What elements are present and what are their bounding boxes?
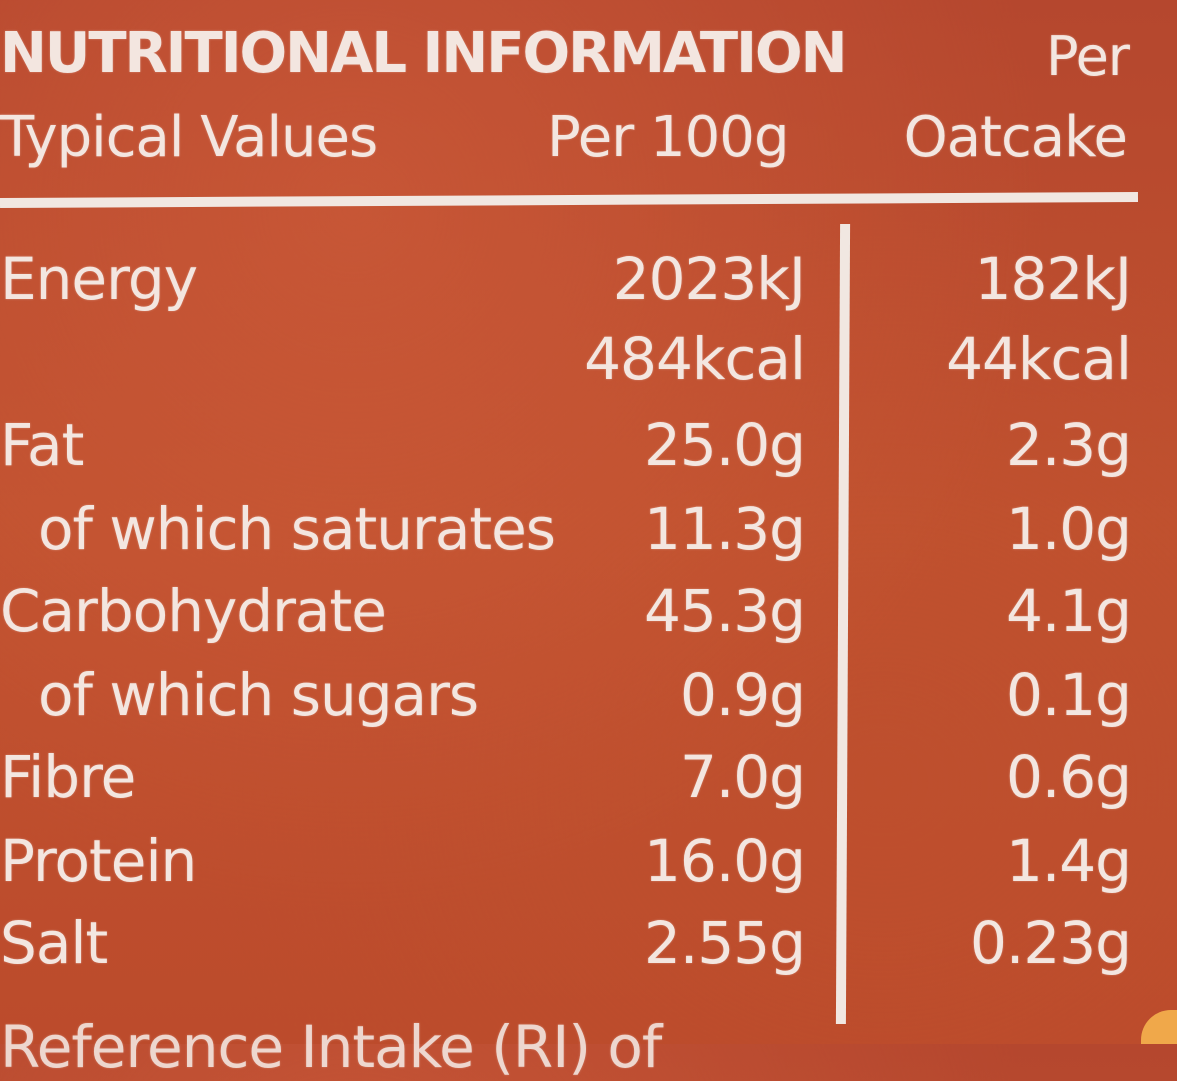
value-peroatcake-carbohydrate: 4.1g	[1005, 577, 1132, 645]
row-label-carbohydrate: Carbohydrate	[0, 577, 387, 645]
value-per100-protein: 16.0g	[644, 827, 806, 895]
column-header-per-100g: Per 100g	[547, 105, 789, 170]
value-peroatcake-salt: 0.23g	[970, 909, 1132, 977]
column-header-oatcake: Oatcake	[903, 105, 1128, 170]
column-divider	[835, 223, 851, 1025]
row-label-salt: Salt	[0, 909, 108, 977]
row-label-fat: Fat	[0, 411, 84, 479]
footer-partial-text: Reference Intake (RI) of	[0, 1013, 662, 1081]
value-per100-salt: 2.55g	[644, 909, 806, 977]
orange-corner-shape	[1141, 1010, 1177, 1044]
row-label-saturates: of which saturates	[38, 495, 556, 563]
value-per100-fibre: 7.0g	[679, 743, 806, 811]
table-title: NUTRITIONAL INFORMATION	[0, 21, 847, 86]
value-peroatcake-energy-kj: 182kJ	[974, 245, 1132, 313]
value-peroatcake-fat: 2.3g	[1005, 411, 1132, 479]
row-label-sugars: of which sugars	[38, 661, 479, 729]
value-per100-fat: 25.0g	[644, 411, 806, 479]
value-peroatcake-protein: 1.4g	[1005, 827, 1132, 895]
value-peroatcake-energy-kcal: 44kcal	[946, 325, 1132, 393]
value-per100-sugars: 0.9g	[679, 661, 806, 729]
row-label-protein: Protein	[0, 827, 197, 895]
row-label-fibre: Fibre	[0, 743, 136, 811]
value-per100-carbohydrate: 45.3g	[644, 577, 806, 645]
header-divider	[0, 192, 1139, 208]
value-per100-energy-kj: 2023kJ	[612, 245, 806, 313]
value-peroatcake-fibre: 0.6g	[1005, 743, 1132, 811]
value-peroatcake-sugars: 0.1g	[1005, 661, 1132, 729]
value-peroatcake-saturates: 1.0g	[1005, 495, 1132, 563]
value-per100-energy-kcal: 484kcal	[584, 325, 806, 393]
column-header-per: Per	[1045, 25, 1130, 88]
column-header-typical-values: Typical Values	[0, 105, 378, 170]
value-per100-saturates: 11.3g	[644, 495, 806, 563]
nutrition-label: NUTRITIONAL INFORMATION Per Typical Valu…	[0, 21, 1177, 1076]
row-label-energy: Energy	[0, 245, 198, 313]
